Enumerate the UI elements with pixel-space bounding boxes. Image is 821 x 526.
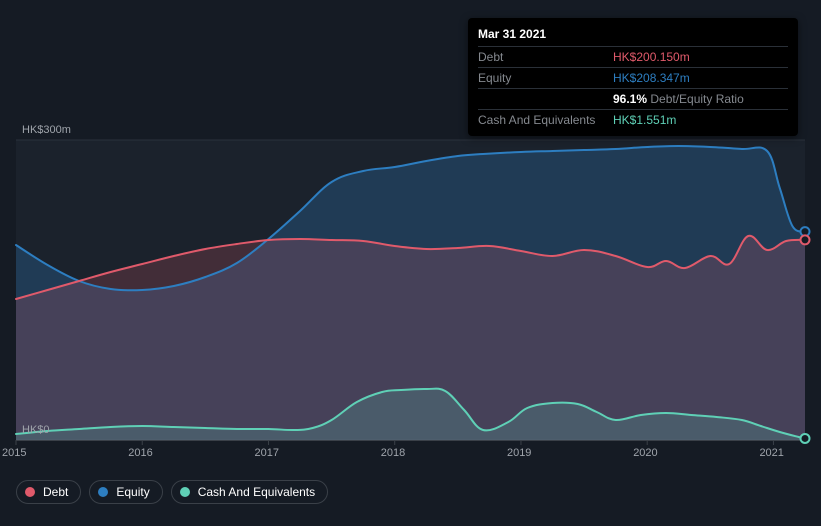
- legend-swatch: [25, 487, 35, 497]
- legend-swatch: [180, 487, 190, 497]
- tooltip-row-label: [478, 89, 613, 110]
- x-tick-label: 2019: [507, 447, 531, 459]
- tooltip-row: DebtHK$200.150m: [478, 47, 788, 68]
- chart-legend: Debt Equity Cash And Equivalents: [16, 480, 328, 504]
- legend-label: Cash And Equivalents: [198, 485, 315, 499]
- tooltip-table: DebtHK$200.150mEquityHK$208.347m96.1% De…: [478, 46, 788, 130]
- x-tick-label: 2015: [2, 447, 26, 459]
- legend-label: Equity: [116, 485, 149, 499]
- y-tick-label: HK$300m: [22, 124, 71, 136]
- tooltip-row-value: HK$208.347m: [613, 68, 788, 89]
- tooltip-date: Mar 31 2021: [478, 24, 788, 46]
- legend-swatch: [98, 487, 108, 497]
- tooltip-row-value: HK$1.551m: [613, 110, 788, 131]
- legend-item-cash[interactable]: Cash And Equivalents: [171, 480, 328, 504]
- tooltip-row: Cash And EquivalentsHK$1.551m: [478, 110, 788, 131]
- tooltip-row-label: Cash And Equivalents: [478, 110, 613, 131]
- tooltip-row-label: Debt: [478, 47, 613, 68]
- x-tick-label: 2016: [128, 447, 152, 459]
- tooltip-row-value: HK$200.150m: [613, 47, 788, 68]
- tooltip-row-label: Equity: [478, 68, 613, 89]
- tooltip-row-value: 96.1% Debt/Equity Ratio: [613, 89, 788, 110]
- x-tick-label: 2021: [759, 447, 783, 459]
- tooltip-row: EquityHK$208.347m: [478, 68, 788, 89]
- x-tick-label: 2017: [254, 447, 278, 459]
- x-tick-label: 2018: [381, 447, 405, 459]
- tooltip-row: 96.1% Debt/Equity Ratio: [478, 89, 788, 110]
- chart-tooltip: Mar 31 2021 DebtHK$200.150mEquityHK$208.…: [468, 18, 798, 136]
- x-tick-label: 2020: [633, 447, 657, 459]
- debt-equity-chart: HK$300m HK$0 2015 2016 2017 2018 2019 2020 2021…: [0, 0, 821, 526]
- y-tick-label: HK$0: [22, 424, 50, 436]
- legend-item-equity[interactable]: Equity: [89, 480, 162, 504]
- legend-label: Debt: [43, 485, 68, 499]
- legend-item-debt[interactable]: Debt: [16, 480, 81, 504]
